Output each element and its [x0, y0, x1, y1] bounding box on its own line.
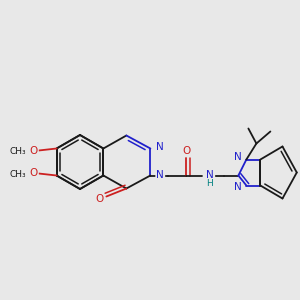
Text: O: O — [182, 146, 190, 155]
Text: N: N — [156, 169, 164, 179]
Text: O: O — [29, 169, 38, 178]
Text: O: O — [29, 146, 38, 155]
Text: N: N — [234, 152, 242, 163]
Text: O: O — [95, 194, 104, 205]
Text: H: H — [206, 179, 213, 188]
Text: CH₃: CH₃ — [9, 170, 26, 179]
Text: N: N — [234, 182, 242, 193]
Text: N: N — [206, 169, 214, 179]
Text: N: N — [156, 142, 164, 152]
Text: CH₃: CH₃ — [9, 147, 26, 156]
